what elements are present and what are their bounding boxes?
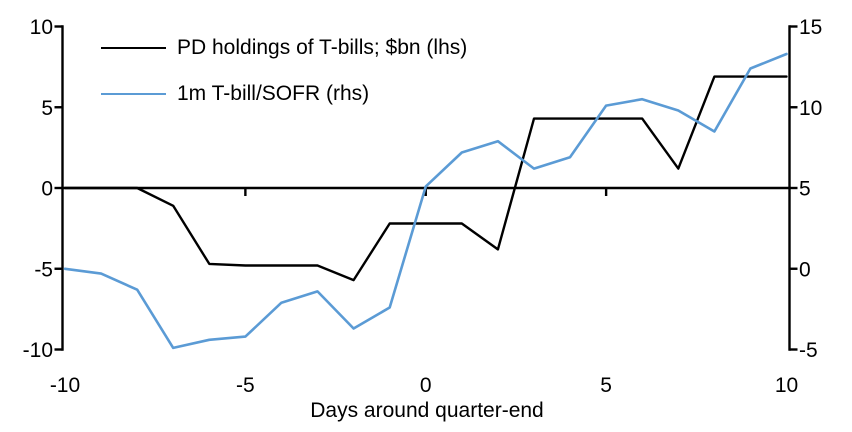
left-axis-tick-label: 5 [41,97,53,120]
right-axis-tick-label: -5 [799,339,818,362]
right-axis-tick-label: 5 [799,178,811,201]
right-axis-tick-label: 15 [799,16,822,39]
x-axis-tick-label: 10 [775,374,798,397]
legend-label-tbill-sofr: 1m T-bill/SOFR (rhs) [177,82,370,105]
left-axis-tick-label: -5 [34,258,53,281]
x-axis-tick-label: -10 [50,374,80,397]
legend-label-pd-holdings: PD holdings of T-bills; $bn (lhs) [177,36,468,59]
series-line-tbill-sofr [63,52,788,350]
legend-item-tbill-sofr: 1m T-bill/SOFR (rhs) [101,81,369,107]
left-axis-tick-label: 0 [41,178,53,201]
x-axis-title: Days around quarter-end [310,399,544,422]
left-axis-tick-label: -10 [23,339,53,362]
right-axis-tick-label: 10 [799,97,822,120]
x-axis-tick-label: 0 [420,374,432,397]
legend-line-sample-black [101,47,166,49]
legend-item-pd-holdings: PD holdings of T-bills; $bn (lhs) [101,35,467,61]
x-axis-tick-label: -5 [236,374,255,397]
left-axis-tick-label: 10 [30,16,53,39]
x-axis-tick-label: 5 [600,374,612,397]
legend-line-sample-blue [101,93,166,95]
series-line-pd-holdings [63,75,788,282]
right-axis-tick-label: 0 [799,258,811,281]
